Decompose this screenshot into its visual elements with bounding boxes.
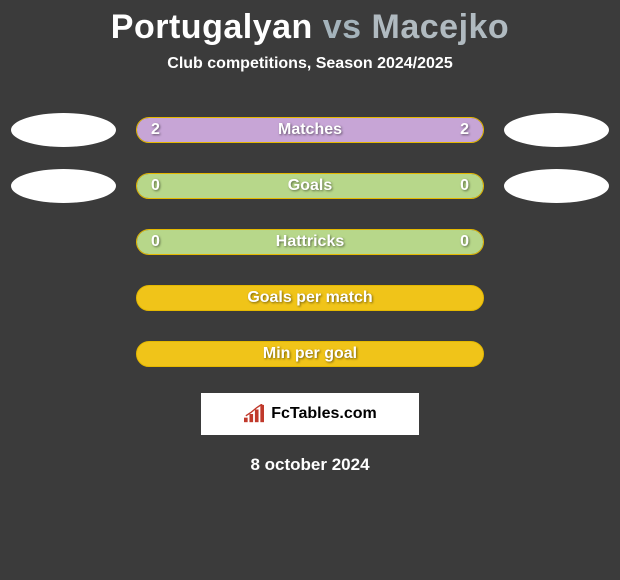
- stat-bar: 2 Matches 2: [136, 117, 484, 143]
- stat-row: Min per goal: [0, 337, 620, 371]
- player2-oval: [504, 169, 609, 203]
- stat-bar: 0 Hattricks 0: [136, 229, 484, 255]
- vs-separator: vs: [323, 8, 362, 46]
- footer-date: 8 october 2024: [0, 455, 620, 475]
- player1-oval: [11, 169, 116, 203]
- stat-row: 0 Goals 0: [0, 169, 620, 203]
- stat-bar: Min per goal: [136, 341, 484, 367]
- oval-placeholder: [504, 337, 609, 371]
- player2-name: Macejko: [372, 8, 510, 46]
- oval-placeholder: [504, 281, 609, 315]
- stat-row: Goals per match: [0, 281, 620, 315]
- stat-value-left: 0: [151, 233, 160, 251]
- stat-row: 2 Matches 2: [0, 113, 620, 147]
- stat-value-right: 0: [460, 233, 469, 251]
- stat-label: Goals per match: [247, 289, 372, 307]
- player1-oval: [11, 113, 116, 147]
- stat-bar: 0 Goals 0: [136, 173, 484, 199]
- bar-fill-right: [310, 174, 483, 198]
- stat-value-left: 0: [151, 177, 160, 195]
- stat-value-left: 2: [151, 121, 160, 139]
- stat-label: Matches: [278, 121, 342, 139]
- stat-row: 0 Hattricks 0: [0, 225, 620, 259]
- stat-bar: Goals per match: [136, 285, 484, 311]
- oval-placeholder: [11, 281, 116, 315]
- comparison-card: Portugalyan vs Macejko Club competitions…: [0, 0, 620, 475]
- player1-name: Portugalyan: [111, 8, 313, 46]
- chart-icon: [243, 404, 265, 424]
- player2-oval: [504, 113, 609, 147]
- stat-value-right: 2: [460, 121, 469, 139]
- oval-placeholder: [504, 225, 609, 259]
- stat-label: Hattricks: [276, 233, 344, 251]
- source-logo: FcTables.com: [201, 393, 419, 435]
- bar-fill-left: [137, 174, 310, 198]
- stats-area: 2 Matches 2 0 Goals 0 0 Hattricks 0 Goals per mat…: [0, 113, 620, 371]
- stat-label: Min per goal: [263, 345, 357, 363]
- stat-label: Goals: [288, 177, 332, 195]
- page-title: Portugalyan vs Macejko: [0, 8, 620, 47]
- stat-value-right: 0: [460, 177, 469, 195]
- subtitle: Club competitions, Season 2024/2025: [0, 55, 620, 73]
- oval-placeholder: [11, 225, 116, 259]
- logo-text: FcTables.com: [271, 405, 377, 423]
- oval-placeholder: [11, 337, 116, 371]
